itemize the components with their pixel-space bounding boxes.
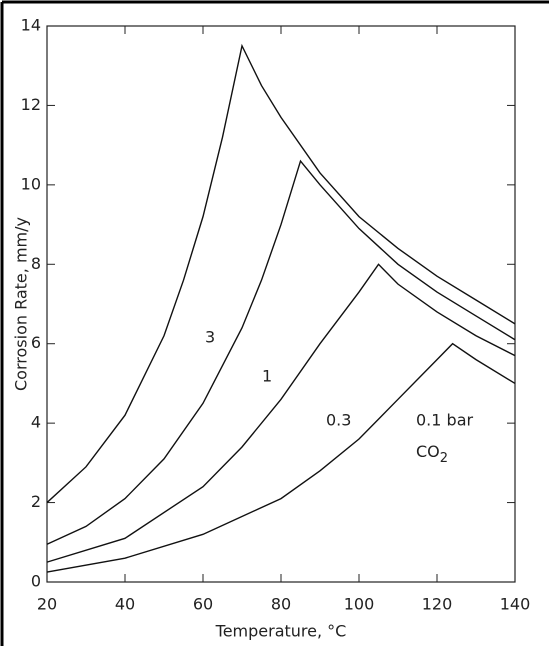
y-tick-label: 6: [31, 333, 41, 352]
y-tick-label: 12: [21, 95, 41, 114]
y-tick-label: 0: [31, 572, 41, 591]
series-label: 0.1 bar: [416, 411, 473, 430]
x-tick-label: 80: [271, 595, 291, 614]
x-tick-label: 100: [344, 595, 375, 614]
curve: [46, 263, 516, 563]
y-tick-label: 14: [21, 16, 41, 35]
x-tick-label: 40: [115, 595, 135, 614]
y-tick-label: 4: [31, 413, 41, 432]
y-tick-label: 2: [31, 492, 41, 511]
series-label: 1: [262, 367, 272, 386]
curve: [46, 159, 516, 545]
x-axis-title: Temperature, °C: [215, 622, 347, 641]
annotation-subscript: 2: [440, 451, 448, 466]
x-tick-label: 120: [422, 595, 453, 614]
series-label: 3: [205, 328, 215, 347]
y-tick-label: 10: [21, 174, 41, 193]
curve: [46, 43, 516, 504]
x-tick-label: 140: [500, 595, 531, 614]
annotation-text: CO: [416, 442, 440, 461]
y-tick-label: 8: [31, 254, 41, 273]
x-tick-label: 20: [37, 595, 57, 614]
series-label: 0.3: [326, 411, 351, 430]
x-tick-label: 60: [193, 595, 213, 614]
y-axis-title: Corrosion Rate, mm/y: [12, 217, 31, 391]
curve: [46, 342, 516, 573]
annotation: CO2: [416, 442, 448, 466]
